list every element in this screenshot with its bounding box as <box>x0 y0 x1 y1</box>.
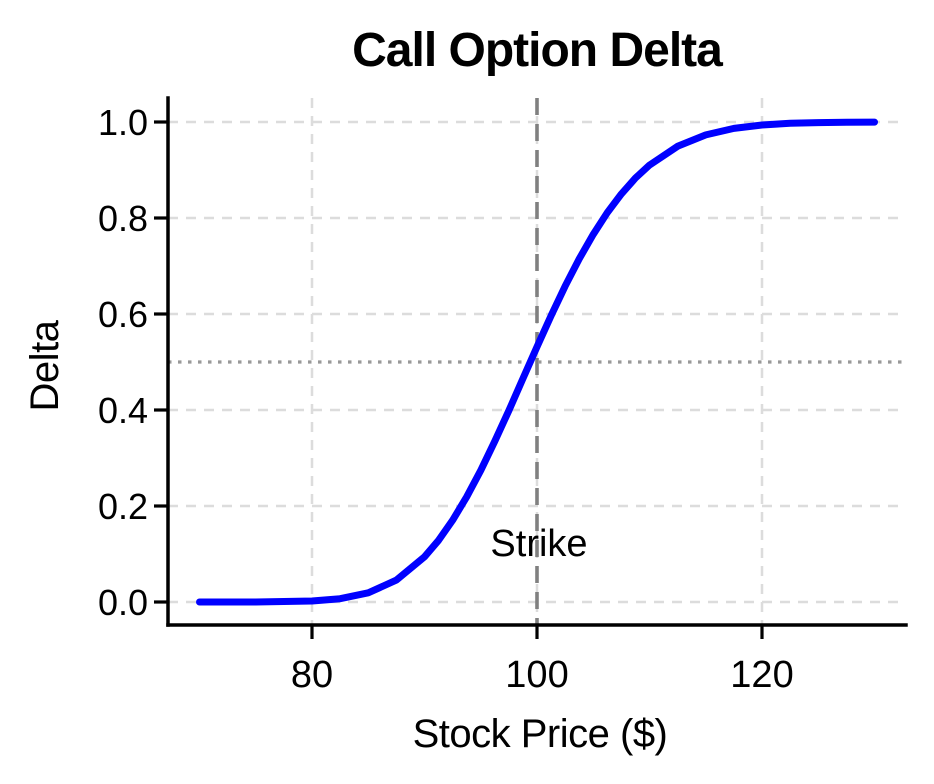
y-tick-label-1: 1.0 <box>98 102 148 143</box>
y-tick-label-0.6: 0.6 <box>98 294 148 335</box>
y-axis-label: Delta <box>23 319 67 411</box>
x-axis-label: Stock Price ($) <box>413 712 668 756</box>
y-tick-label-0.4: 0.4 <box>98 390 148 431</box>
x-tick-label-100: 100 <box>505 654 568 696</box>
y-tick-label-0.8: 0.8 <box>98 198 148 239</box>
delta-curve <box>196 118 878 606</box>
strike-annotation: Strike <box>490 523 587 565</box>
axes-layer <box>154 96 908 639</box>
x-tick-label-80: 80 <box>291 654 333 696</box>
reference-lines-layer <box>168 98 906 625</box>
series-layer <box>196 118 878 606</box>
x-tick-label-120: 120 <box>730 654 793 696</box>
y-tick-label-0.2: 0.2 <box>98 486 148 527</box>
chart-title: Call Option Delta <box>352 24 723 77</box>
y-tick-label-0: 0.0 <box>98 582 148 623</box>
tick-labels-layer: 0.0 0.2 0.4 0.6 0.8 1.0 80 100 120 <box>98 102 794 696</box>
